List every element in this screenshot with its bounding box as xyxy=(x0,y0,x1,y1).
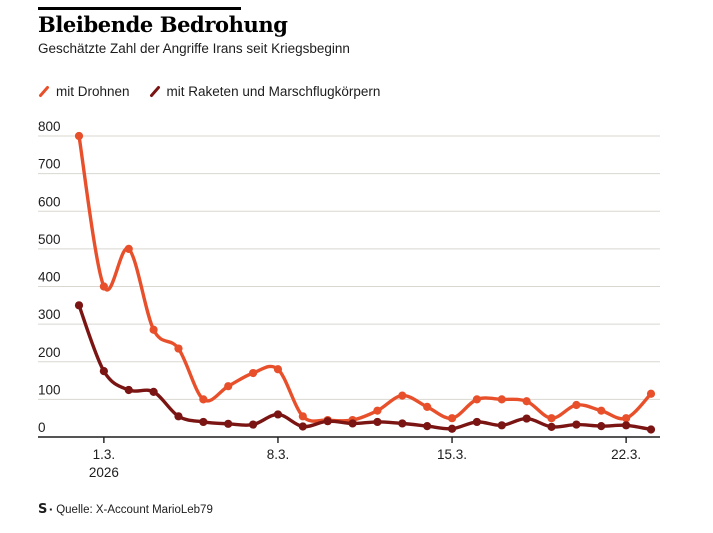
rockets-line-swatch-icon xyxy=(149,86,160,97)
svg-text:100: 100 xyxy=(38,382,61,397)
legend-item-rockets: mit Raketen und Marschflugkörpern xyxy=(149,84,381,99)
source-text: Quelle: X-Account MarioLeb79 xyxy=(56,503,213,516)
svg-text:15.3.: 15.3. xyxy=(437,447,467,462)
svg-text:1.3.: 1.3. xyxy=(93,447,116,462)
svg-text:0: 0 xyxy=(38,420,46,435)
spiegel-logo: S xyxy=(38,502,48,517)
chart-legend: mit Drohnen mit Raketen und Marschflugkö… xyxy=(38,84,380,99)
svg-text:8.3.: 8.3. xyxy=(267,447,290,462)
title-rule xyxy=(38,7,241,10)
svg-text:500: 500 xyxy=(38,232,61,247)
svg-text:400: 400 xyxy=(38,270,61,285)
legend-label-rockets: mit Raketen und Marschflugkörpern xyxy=(166,84,381,99)
svg-text:600: 600 xyxy=(38,194,61,209)
page-title: Bleibende Bedrohung xyxy=(38,12,288,37)
line-chart-svg: 0 100 200 300 400 500 600 700 800 1.3. 2026 8.3. 15.… xyxy=(38,119,660,480)
legend-label-drones: mit Drohnen xyxy=(56,84,130,99)
legend-item-drones: mit Drohnen xyxy=(38,84,130,99)
svg-text:22.3.: 22.3. xyxy=(611,447,641,462)
logo-bullet-icon: ▪ xyxy=(49,504,53,514)
svg-text:300: 300 xyxy=(38,307,61,322)
line-chart-canvas: 0 100 200 300 400 500 600 700 800 1.3. 2026 8.3. 15.… xyxy=(0,112,713,497)
svg-text:800: 800 xyxy=(38,119,61,134)
svg-text:700: 700 xyxy=(38,157,61,172)
source-line: S ▪ Quelle: X-Account MarioLeb79 xyxy=(38,503,213,516)
drones-line-swatch-icon xyxy=(39,86,49,97)
svg-text:200: 200 xyxy=(38,345,61,360)
svg-text:2026: 2026 xyxy=(89,465,119,480)
chart-subtitle: Geschätzte Zahl der Angriffe Irans seit … xyxy=(38,41,350,56)
